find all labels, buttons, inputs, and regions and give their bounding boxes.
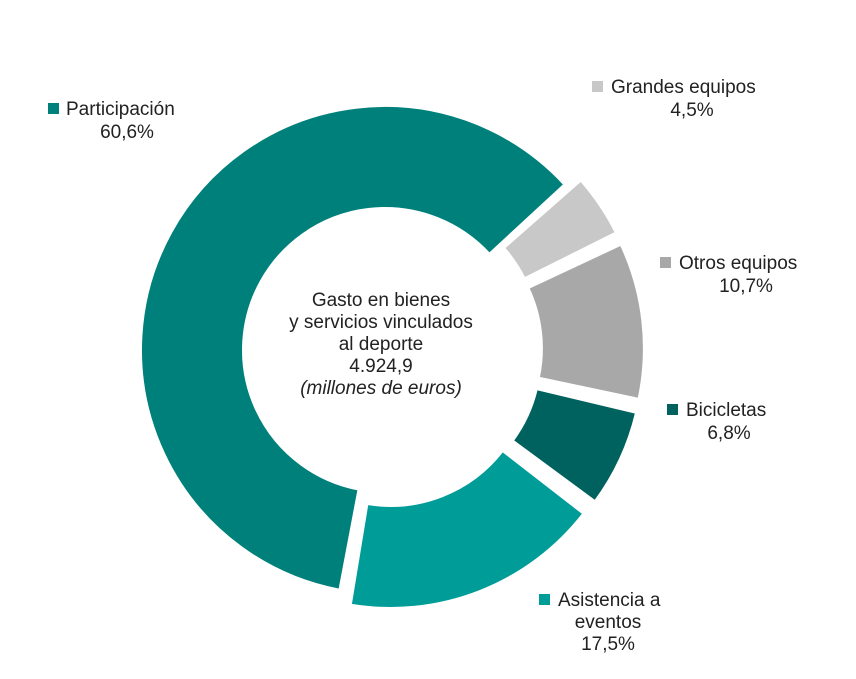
legend-swatch-grandes-equipos	[592, 81, 603, 92]
center-line-1: Gasto en bienes	[312, 290, 450, 311]
center-total-value: 4.924,9	[349, 356, 412, 377]
legend-swatch-participacion	[48, 103, 59, 114]
slice-otros-equipos	[527, 243, 645, 401]
slice-bicicletas	[511, 387, 638, 503]
legend-swatch-asistencia	[539, 594, 550, 605]
legend-swatch-bicicletas	[667, 404, 678, 415]
legend-swatch-otros-equipos	[660, 257, 671, 268]
legend-bicicletas: Bicicletas 6,8%	[667, 400, 766, 444]
center-unit: (millones de euros)	[300, 378, 462, 399]
data-label-asistencia: 17,5%	[581, 634, 635, 655]
data-label-grandes-equipos: 4,5%	[670, 100, 713, 121]
center-label: Gasto en bienes y servicios vinculados a…	[289, 290, 473, 399]
legend-name-otros-equipos: Otros equipos	[679, 253, 797, 274]
legend-name-participacion: Participación	[66, 99, 175, 120]
legend-asistencia: Asistencia a eventos 17,5%	[539, 590, 661, 655]
legend-name-asistencia: Asistencia a	[558, 590, 661, 611]
data-label-participacion: 60,6%	[100, 122, 154, 143]
legend-name-grandes-equipos: Grandes equipos	[611, 77, 756, 98]
center-line-3: al deporte	[339, 334, 424, 355]
legend-name-bicicletas: Bicicletas	[686, 400, 766, 421]
center-line-2: y servicios vinculados	[289, 312, 473, 333]
legend-participacion: Participación 60,6%	[48, 99, 175, 143]
legend-grandes-equipos: Grandes equipos 4,5%	[592, 77, 756, 121]
data-label-bicicletas: 6,8%	[707, 423, 750, 444]
legend-otros-equipos: Otros equipos 10,7%	[660, 253, 797, 297]
legend-name-asistencia-line2: eventos	[575, 612, 642, 633]
slice-asistencia	[349, 449, 585, 609]
slice-grandes-equipos	[502, 179, 618, 280]
donut-slices	[140, 105, 645, 609]
data-label-otros-equipos: 10,7%	[719, 276, 773, 297]
slice-participacion	[140, 105, 566, 591]
